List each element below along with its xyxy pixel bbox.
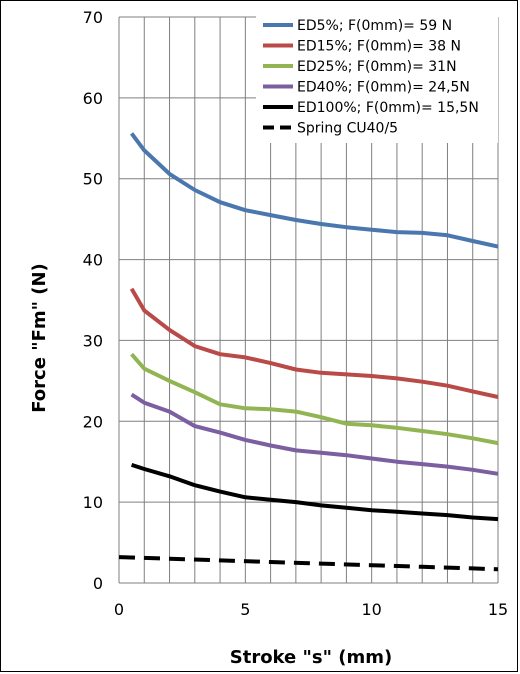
- plot-series: [118, 132, 499, 572]
- legend-label-2: ED15%; F(0mm)= 38 N: [297, 39, 461, 55]
- legend-label-3: ED25%; F(0mm)= 31N: [297, 59, 457, 75]
- y-tick-label: 50: [83, 170, 103, 189]
- y-tick-label: 30: [83, 331, 103, 350]
- y-tick-label: 60: [83, 89, 103, 108]
- series-line-2: [129, 287, 499, 399]
- tick-labels: 0 10 20 30 40 50 60 70 0 5 10 15: [83, 8, 509, 619]
- x-tick-label: 10: [361, 600, 381, 619]
- series-line-3: [130, 352, 499, 446]
- y-axis-title: Force "Fm" (N): [29, 263, 50, 413]
- y-tick-label: 0: [93, 574, 103, 593]
- legend: ED5%; F(0mm)= 59 N ED15%; F(0mm)= 38 N ED2…: [256, 15, 498, 143]
- series-line-1: [129, 132, 499, 249]
- y-tick-label: 70: [83, 8, 103, 27]
- legend-label-5: ED100%; F(0mm)= 15,5N: [297, 100, 479, 116]
- x-axis-title: Stroke "s" (mm): [230, 647, 392, 668]
- x-tick-label: 15: [488, 600, 508, 619]
- legend-box: [256, 15, 498, 143]
- series-line-4: [130, 392, 499, 476]
- legend-label-6: Spring CU40/5: [297, 121, 398, 137]
- y-tick-label: 40: [83, 251, 103, 270]
- x-tick-label: 0: [114, 600, 124, 619]
- y-tick-label: 20: [83, 412, 103, 431]
- x-tick-label: 5: [240, 600, 250, 619]
- y-tick-label: 10: [83, 493, 103, 512]
- legend-label-1: ED5%; F(0mm)= 59 N: [297, 18, 452, 34]
- series-line-6: [118, 555, 499, 572]
- series-line-5: [130, 462, 499, 522]
- legend-label-4: ED40%; F(0mm)= 24,5N: [297, 80, 470, 96]
